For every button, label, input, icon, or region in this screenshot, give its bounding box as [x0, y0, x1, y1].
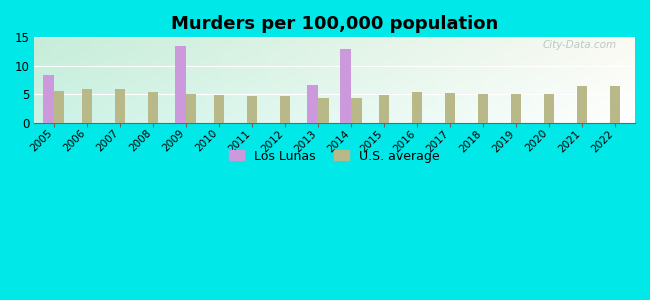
- Legend: Los Lunas, U.S. average: Los Lunas, U.S. average: [224, 145, 445, 168]
- Bar: [478, 94, 488, 123]
- Bar: [82, 88, 92, 123]
- Title: Murders per 100,000 population: Murders per 100,000 population: [171, 15, 498, 33]
- Bar: [148, 92, 158, 123]
- Bar: [176, 46, 186, 123]
- Bar: [341, 49, 351, 123]
- Bar: [379, 95, 389, 123]
- Text: City-Data.com: City-Data.com: [543, 40, 617, 50]
- Bar: [445, 92, 456, 123]
- Bar: [114, 89, 125, 123]
- Bar: [610, 86, 621, 123]
- Bar: [511, 94, 521, 123]
- Bar: [351, 98, 361, 123]
- Bar: [54, 91, 64, 123]
- Bar: [577, 86, 588, 123]
- Bar: [318, 98, 329, 123]
- Bar: [544, 94, 554, 123]
- Bar: [214, 95, 224, 123]
- Bar: [186, 94, 196, 123]
- Bar: [280, 96, 291, 123]
- Bar: [307, 85, 318, 123]
- Bar: [412, 92, 423, 123]
- Bar: [44, 75, 54, 123]
- Bar: [247, 96, 257, 123]
